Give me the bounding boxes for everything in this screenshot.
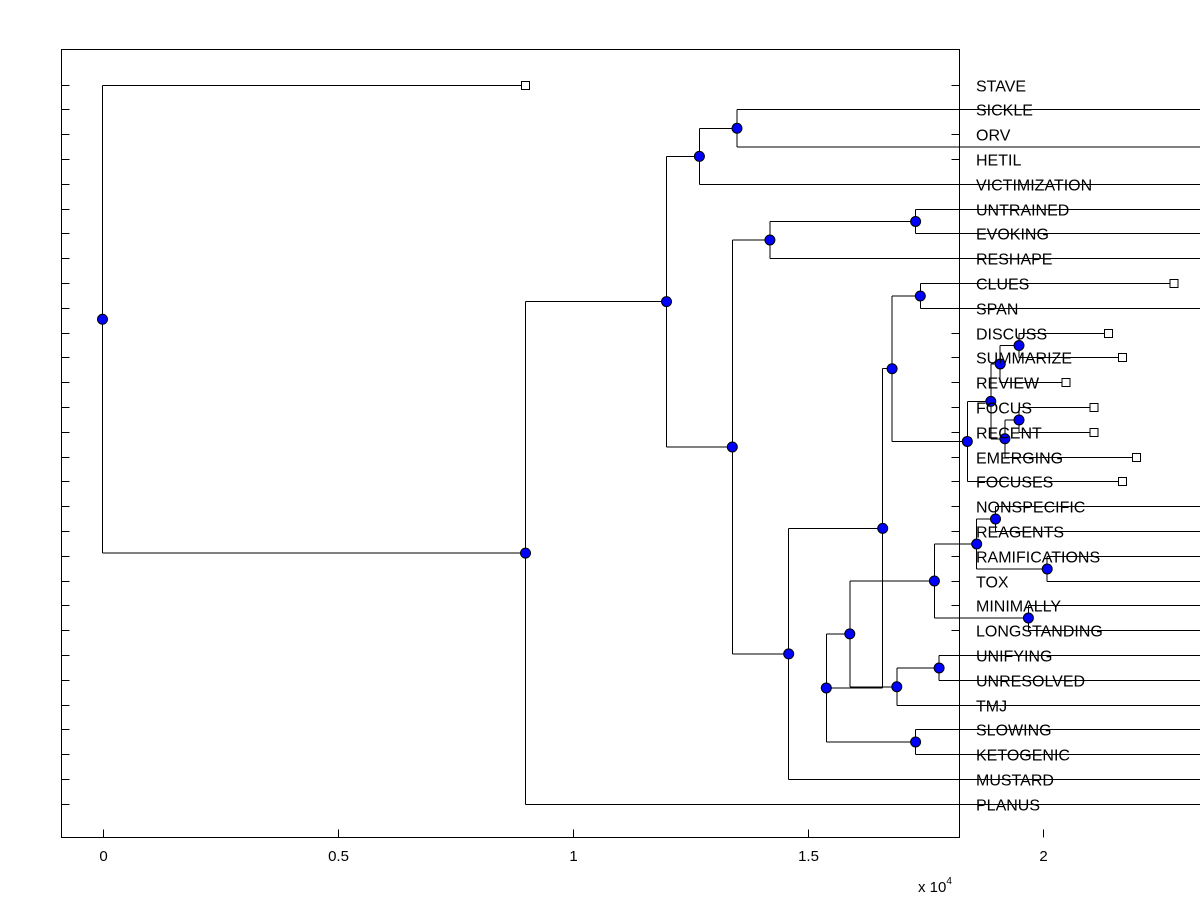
leaf-marker xyxy=(1117,353,1127,362)
leaf-label: EVOKING xyxy=(976,227,1049,244)
right-axis-ticks xyxy=(951,85,960,805)
leaf-marker xyxy=(1103,329,1113,338)
merge-node-n_sickle xyxy=(731,122,743,134)
leaf-label: EMERGING xyxy=(976,451,1063,468)
leaf-labels: STAVE SICKLE ORV HETIL VICTIMIZATION UNTRAINE… xyxy=(976,79,1103,815)
merge-node-n_discuss xyxy=(1013,340,1025,351)
merge-node-n_span xyxy=(886,363,898,375)
plot-frame xyxy=(61,49,960,838)
merge-node-n_slow xyxy=(910,736,922,748)
leaf-label: HETIL xyxy=(976,153,1021,170)
leaf-label: UNRESOLVED xyxy=(976,674,1085,691)
merge-node-n_minimal xyxy=(1022,612,1034,624)
leaf-label: TOX xyxy=(976,575,1009,592)
merge-node-n_t6 xyxy=(661,296,672,308)
leaf-label: UNIFYING xyxy=(976,649,1052,666)
leaf-marker xyxy=(1169,279,1179,288)
leaf-label: FOCUS xyxy=(976,401,1032,418)
leaf-label: NONSPECIFIC xyxy=(976,500,1085,517)
leaf-label: RECENT xyxy=(976,426,1042,443)
merge-node-n_nonspec xyxy=(990,513,1001,525)
leaf-label: CLUES xyxy=(976,277,1029,294)
merge-node-n_t2 xyxy=(820,682,832,694)
leaf-label: PLANUS xyxy=(976,798,1040,815)
merge-node-markers xyxy=(97,122,1053,748)
leaf-markers xyxy=(521,81,1179,486)
leaf-marker xyxy=(1061,378,1071,387)
leaf-label: MUSTARD xyxy=(976,773,1054,790)
left-axis-ticks xyxy=(61,85,70,805)
leaf-label: REVIEW xyxy=(976,376,1040,393)
merge-node-n_focus xyxy=(1013,414,1025,426)
leaf-label: SPAN xyxy=(976,302,1018,319)
merge-node-n_t3 xyxy=(877,522,889,534)
leaf-label: DISCUSS xyxy=(976,327,1047,344)
merge-node-n_victim xyxy=(693,150,705,162)
leaf-label: TMJ xyxy=(976,699,1007,716)
merge-node-n_t7 xyxy=(520,547,531,559)
merge-node-n_t5 xyxy=(726,441,738,453)
leaf-marker xyxy=(521,81,530,90)
x-tick-label: 2 xyxy=(1039,848,1047,865)
merge-node-root xyxy=(97,313,108,325)
x-tick-label: 0 xyxy=(99,848,107,865)
axis-multiplier-base: x 10 xyxy=(918,879,946,896)
leaf-label: KETOGENIC xyxy=(976,748,1070,765)
merge-node-n_reshape xyxy=(764,234,776,246)
merge-node-n_ramif xyxy=(1041,563,1053,575)
leaf-marker xyxy=(1089,428,1099,437)
leaf-label: ORV xyxy=(976,128,1011,145)
axis-multiplier: x 104 xyxy=(918,876,952,896)
leaf-marker xyxy=(1089,403,1099,412)
x-tick-label: 1.5 xyxy=(798,848,819,865)
leaf-label: STAVE xyxy=(976,79,1026,96)
leaf-label: FOCUSES xyxy=(976,475,1053,492)
leaf-marker xyxy=(1132,453,1141,462)
leaf-label: LONGSTANDING xyxy=(976,624,1103,641)
merge-node-n_review xyxy=(994,358,1006,370)
x-axis-ticks: 00.511.522.533.5 xyxy=(99,829,1048,865)
merge-node-n_tmj xyxy=(891,681,903,693)
leaf-label: SICKLE xyxy=(976,103,1033,120)
merge-node-n_t1 xyxy=(844,628,856,640)
merge-node-n_reag xyxy=(971,538,983,550)
merge-node-n_focuses xyxy=(961,435,973,447)
merge-node-n_emerging xyxy=(999,433,1011,445)
merge-node-n_tox xyxy=(928,575,940,587)
leaf-marker xyxy=(1117,477,1127,486)
merge-node-n_clues xyxy=(914,290,926,302)
merge-node-n_wordgrp xyxy=(985,395,997,407)
leaf-label: UNTRAINED xyxy=(976,203,1069,220)
merge-node-n_unify xyxy=(933,662,945,674)
merge-node-n_t4 xyxy=(783,648,795,660)
leaf-label: SLOWING xyxy=(976,723,1052,740)
leaf-label: RESHAPE xyxy=(976,252,1052,269)
merge-node-n_untrained xyxy=(910,216,922,227)
x-tick-label: 1 xyxy=(569,848,577,865)
leaf-label: REAGENTS xyxy=(976,525,1064,542)
x-tick-label: 0.5 xyxy=(328,848,349,865)
leaf-label: VICTIMIZATION xyxy=(976,178,1092,195)
leaf-label: MINIMALLY xyxy=(976,599,1061,616)
leaf-label: SUMMARIZE xyxy=(976,351,1072,368)
axis-multiplier-exponent: 4 xyxy=(946,876,952,887)
leaf-label: RAMIFICATIONS xyxy=(976,550,1100,567)
